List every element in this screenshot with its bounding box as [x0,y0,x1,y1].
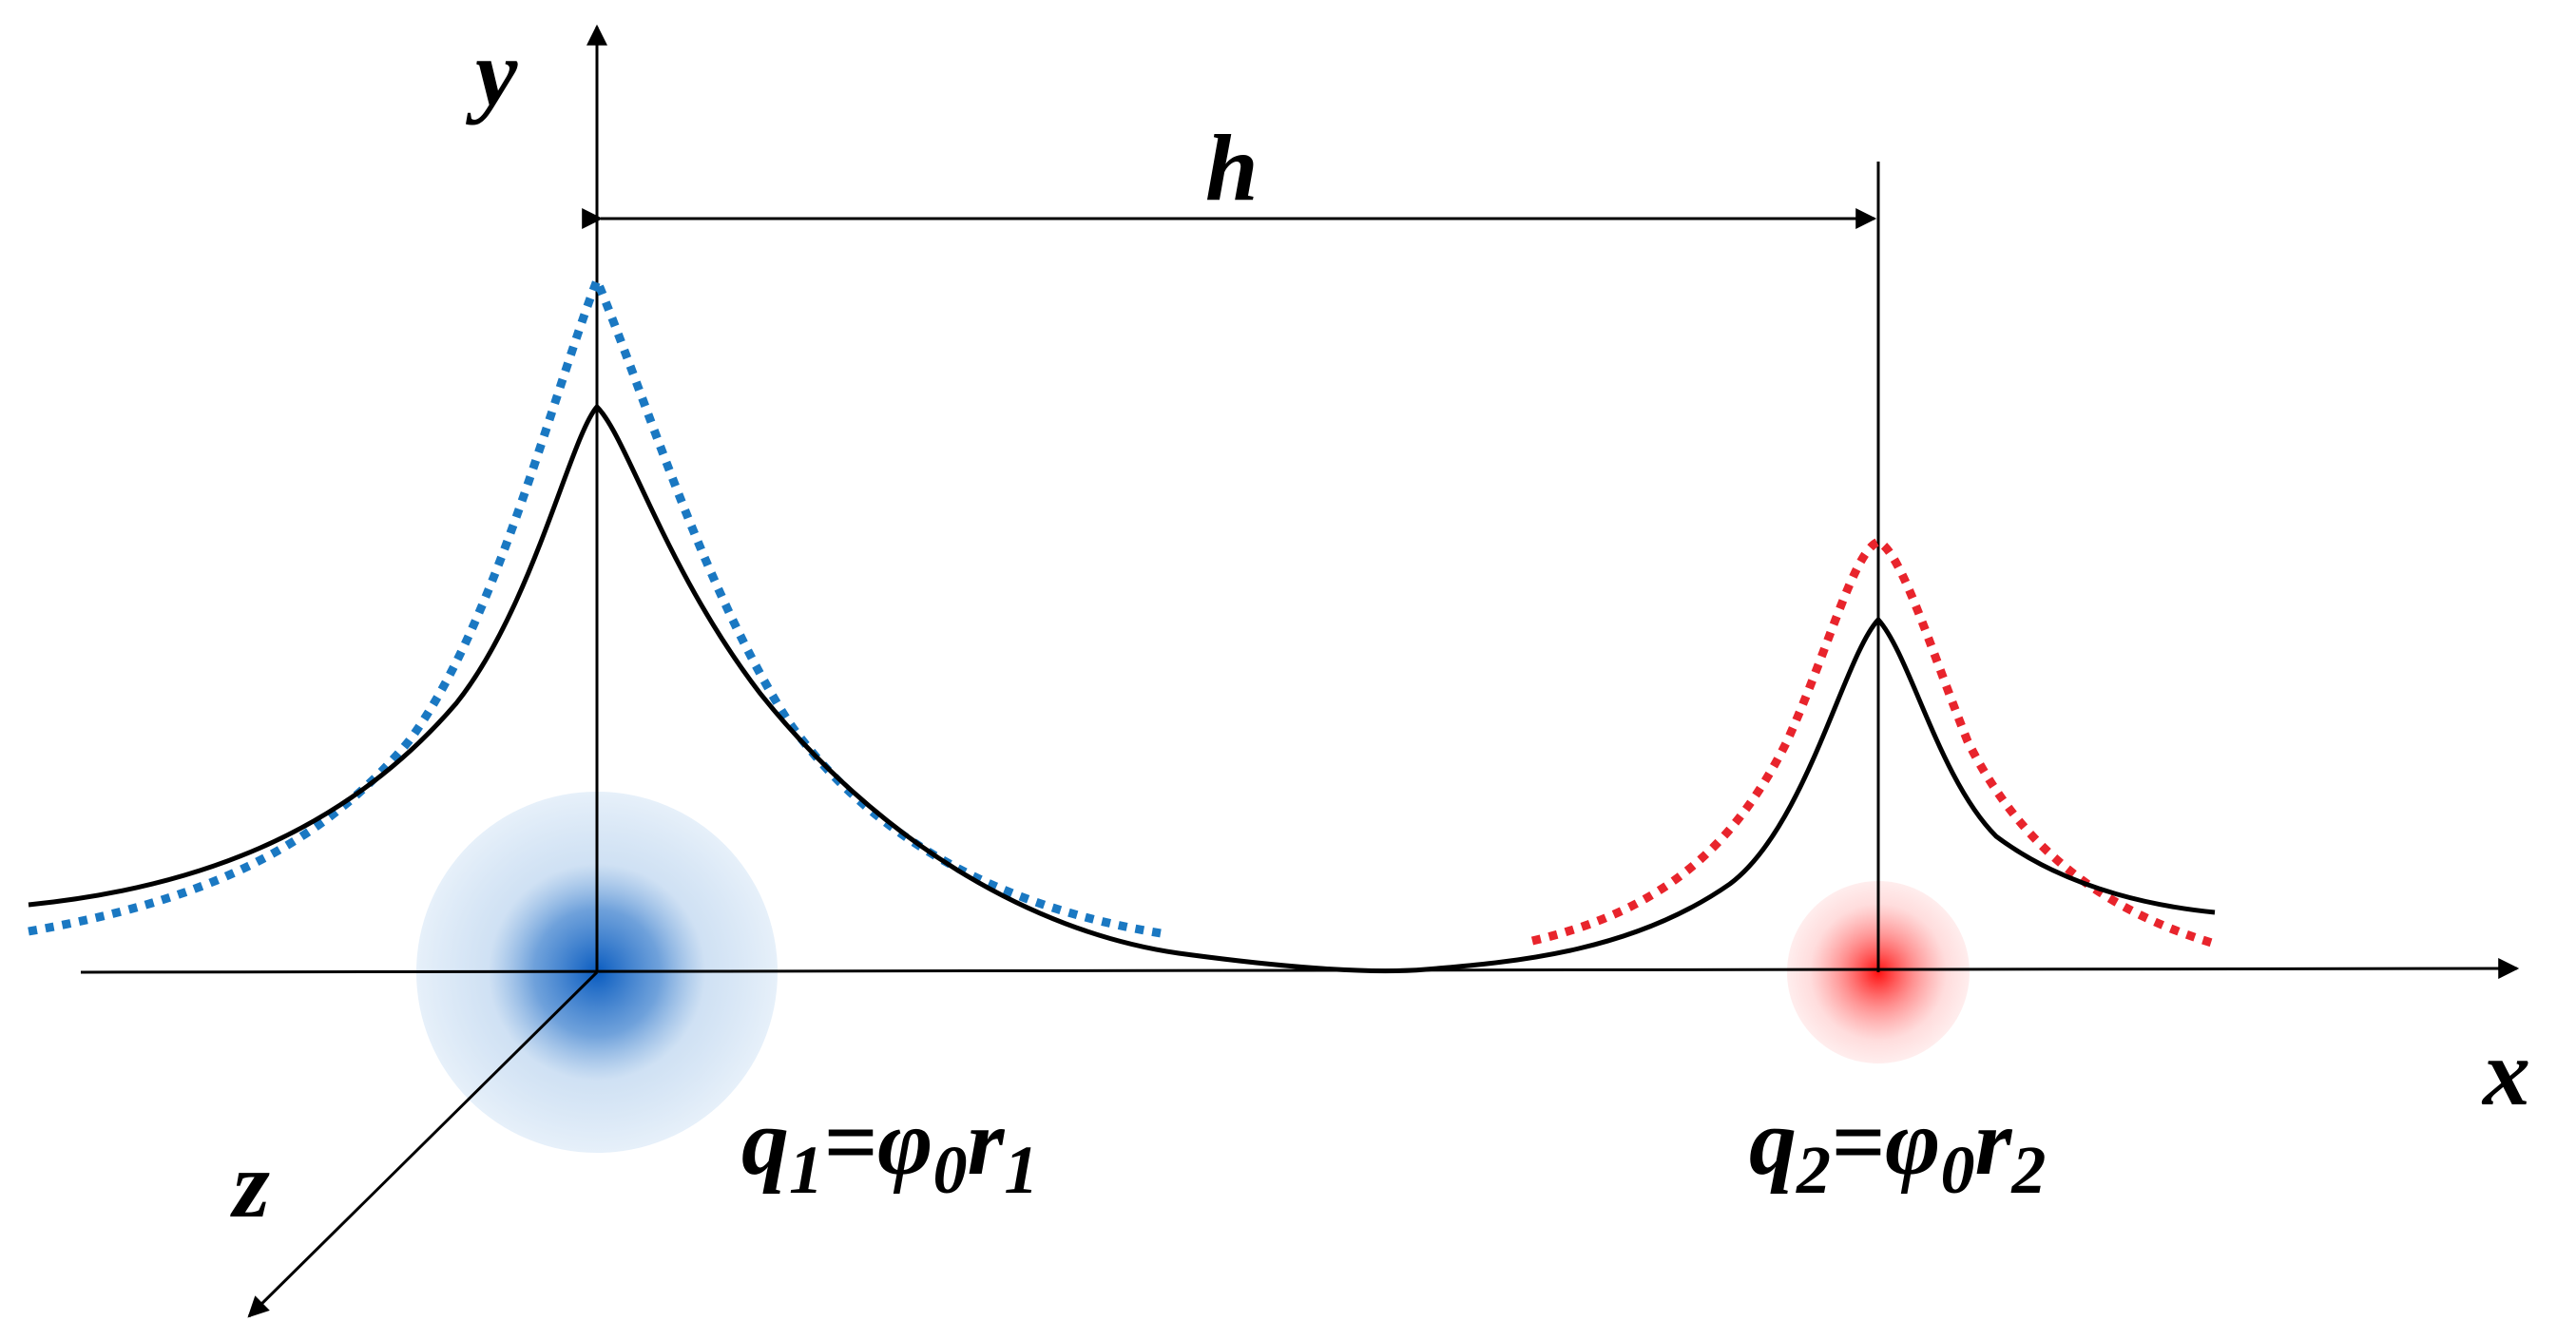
y-axis-label: y [465,20,518,125]
charge-2-formula: q2=φ0r2 [1749,1089,2046,1208]
charge-1-formula: q1=φ0r1 [741,1089,1038,1208]
x-axis [80,958,2520,980]
z-axis [247,970,599,1318]
distance-h-label: h [1205,115,1259,220]
z-axis-label: z [230,1132,270,1237]
charge-1-dotted-curve [28,268,1168,939]
potential-curve [28,403,2216,974]
x-axis-label: x [2481,1020,2530,1125]
